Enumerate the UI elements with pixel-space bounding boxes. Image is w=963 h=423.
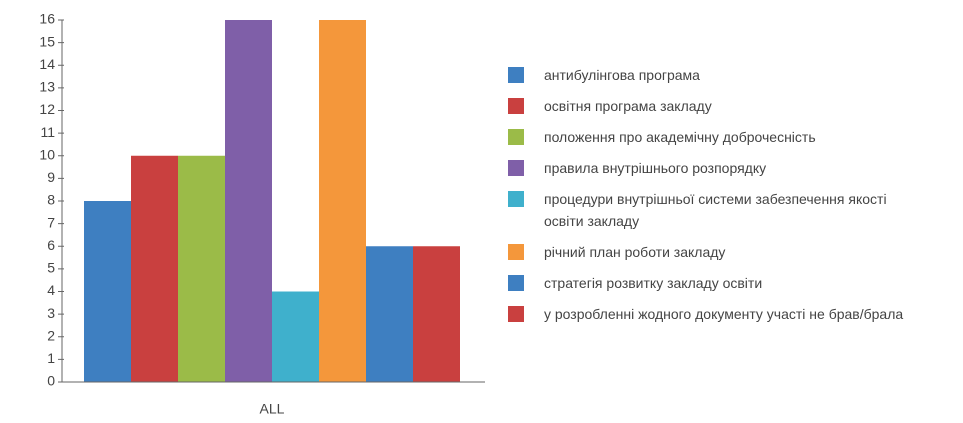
legend-swatch (508, 129, 524, 145)
y-tick-label: 9 (47, 169, 55, 185)
y-tick-label: 15 (39, 33, 55, 49)
legend-swatch (508, 160, 524, 176)
y-tick-label: 1 (47, 350, 55, 366)
bar (319, 20, 366, 382)
legend-item: положення про академічну доброчесність (508, 126, 928, 148)
legend-label: стратегія розвитку закладу освіти (544, 275, 763, 291)
legend: антибулінгова програма освітня програма з… (508, 64, 928, 325)
legend-label: процедури внутрішньої системи забезпечен… (544, 191, 887, 229)
legend-item: стратегія розвитку закладу освіти (508, 272, 928, 294)
legend-swatch (508, 67, 524, 83)
y-tick-label: 7 (47, 214, 55, 230)
legend-item: антибулінгова програма (508, 64, 928, 86)
legend-swatch (508, 191, 524, 207)
legend-swatch (508, 275, 524, 291)
legend-swatch (508, 244, 524, 260)
y-tick-label: 10 (39, 146, 55, 162)
legend-swatch (508, 306, 524, 322)
y-tick-label: 4 (47, 282, 55, 298)
y-tick-label: 5 (47, 260, 55, 276)
y-tick-label: 11 (40, 124, 55, 140)
y-tick-label: 13 (39, 79, 55, 95)
legend-label: антибулінгова програма (544, 67, 700, 83)
bar (178, 155, 225, 382)
legend-label: правила внутрішнього розпорядку (544, 160, 767, 176)
legend-item: річний план роботи закладу (508, 241, 928, 263)
bar (366, 246, 413, 382)
legend-label: положення про академічну доброчесність (544, 129, 816, 145)
legend-label: річний план роботи закладу (544, 244, 726, 260)
legend-label: освітня програма закладу (544, 98, 712, 114)
y-tick-label: 0 (47, 373, 55, 389)
y-tick-label: 3 (47, 305, 55, 321)
y-tick-label: 2 (47, 327, 55, 343)
y-tick-label: 16 (39, 11, 55, 27)
y-tick-label: 14 (39, 56, 55, 72)
bar (272, 291, 319, 382)
bar (131, 155, 178, 382)
bar (413, 246, 460, 382)
legend-item: у розробленні жодного документу участі н… (508, 303, 928, 325)
y-tick-label: 8 (47, 192, 55, 208)
legend-item: процедури внутрішньої системи забезпечен… (508, 188, 928, 232)
y-tick-label: 6 (47, 237, 55, 253)
legend-item: освітня програма закладу (508, 95, 928, 117)
bar (225, 20, 272, 382)
x-tick-label: ALL (260, 401, 285, 417)
y-tick-label: 12 (39, 101, 55, 117)
bar (84, 201, 131, 382)
legend-swatch (508, 98, 524, 114)
legend-label: у розробленні жодного документу участі н… (544, 306, 904, 322)
legend-item: правила внутрішнього розпорядку (508, 157, 928, 179)
